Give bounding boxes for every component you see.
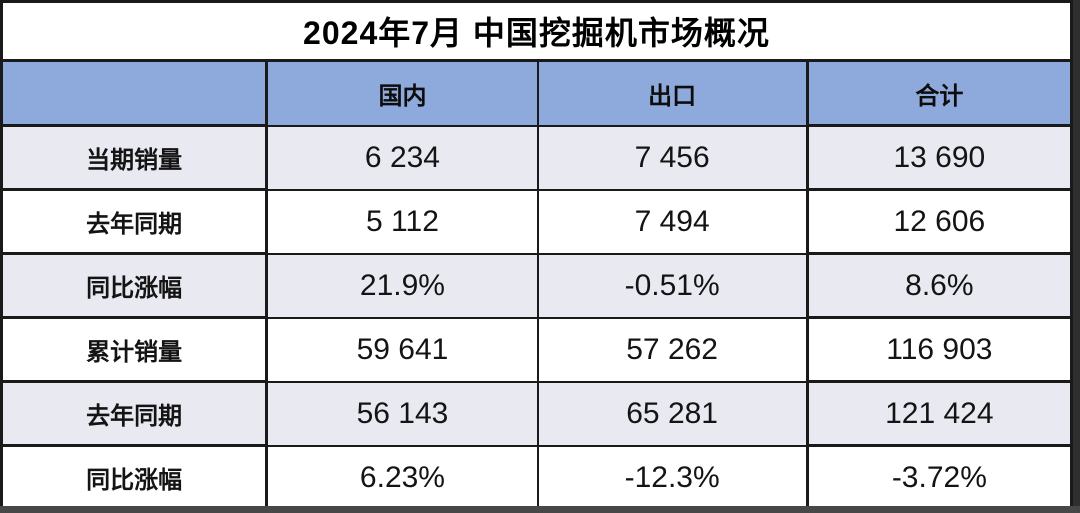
cell-cumulative-domestic: 59 641 bbox=[265, 316, 539, 383]
cell-yoy-export: -0.51% bbox=[536, 252, 809, 319]
row-label-last-year-same-period: 去年同期 bbox=[0, 188, 269, 255]
row-label-cumulative-last-year: 去年同期 bbox=[0, 380, 269, 447]
cell-cum-yoy-domestic: 6.23% bbox=[265, 444, 539, 511]
cell-yoy-total: 8.6% bbox=[805, 252, 1074, 319]
cell-lastyear-domestic: 5 112 bbox=[265, 188, 539, 255]
cell-cum-lastyear-total: 121 424 bbox=[805, 380, 1074, 447]
cell-current-export: 7 456 bbox=[536, 124, 809, 191]
cell-cumulative-total: 116 903 bbox=[805, 316, 1074, 383]
table-row: 去年同期 5 112 7 494 12 606 bbox=[0, 188, 1074, 255]
cell-cumulative-export: 57 262 bbox=[536, 316, 809, 383]
drop-shadow-right bbox=[1073, 0, 1080, 513]
header-cell-export: 出口 bbox=[536, 59, 809, 127]
header-cell-total: 合计 bbox=[805, 59, 1074, 127]
table-title: 2024年7月 中国挖掘机市场概况 bbox=[0, 0, 1073, 62]
cell-lastyear-total: 12 606 bbox=[805, 188, 1074, 255]
header-cell-empty bbox=[0, 59, 269, 127]
cell-current-total: 13 690 bbox=[805, 124, 1074, 191]
cell-cum-lastyear-export: 65 281 bbox=[536, 380, 809, 447]
row-label-yoy-change: 同比涨幅 bbox=[0, 252, 269, 319]
cell-cum-yoy-export: -12.3% bbox=[536, 444, 809, 511]
row-label-cumulative-yoy-change: 同比涨幅 bbox=[0, 444, 269, 511]
row-label-current-sales: 当期销量 bbox=[0, 124, 269, 191]
drop-shadow-bottom bbox=[0, 506, 1080, 513]
cell-current-domestic: 6 234 bbox=[265, 124, 539, 191]
table-row: 同比涨幅 21.9% -0.51% 8.6% bbox=[0, 252, 1074, 319]
table-row: 累计销量 59 641 57 262 116 903 bbox=[0, 316, 1074, 383]
table-row: 同比涨幅 6.23% -12.3% -3.72% bbox=[0, 444, 1074, 511]
table-row: 当期销量 6 234 7 456 13 690 bbox=[0, 124, 1074, 191]
cell-yoy-domestic: 21.9% bbox=[265, 252, 539, 319]
cell-cum-lastyear-domestic: 56 143 bbox=[265, 380, 539, 447]
table-row: 去年同期 56 143 65 281 121 424 bbox=[0, 380, 1074, 447]
header-cell-domestic: 国内 bbox=[265, 59, 539, 127]
cell-lastyear-export: 7 494 bbox=[536, 188, 809, 255]
row-label-cumulative-sales: 累计销量 bbox=[0, 316, 269, 383]
cell-cum-yoy-total: -3.72% bbox=[805, 444, 1074, 511]
